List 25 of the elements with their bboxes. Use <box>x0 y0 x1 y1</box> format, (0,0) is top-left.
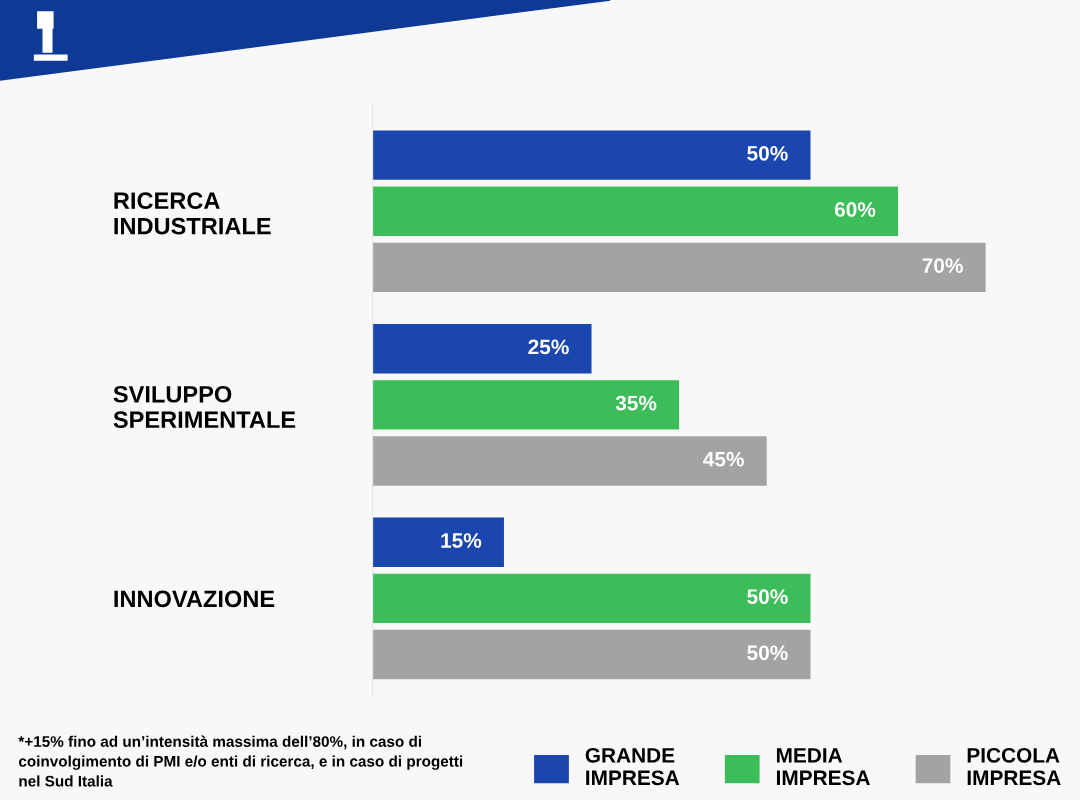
y-tick-label: RICERCA INDUSTRIALE <box>114 192 271 235</box>
bar <box>372 629 811 680</box>
data-label: 15% <box>441 533 482 548</box>
data-label: 60% <box>834 202 876 217</box>
bar <box>372 380 680 430</box>
text: *+15% fino ad un’intensità massima dell’80%, in caso di coinvolgimento di PMI e/o enti di ricerca, e in caso di progetti nel Sud Italia <box>18 735 463 787</box>
data-label: 45% <box>703 451 744 467</box>
data-label: 70% <box>922 258 963 273</box>
bar <box>372 436 767 486</box>
bar <box>372 573 811 624</box>
data-label: 50% <box>747 589 788 605</box>
bar <box>372 242 986 293</box>
y-tick-label: SVILUPPO SPERIMENTALE <box>113 385 296 429</box>
legend-label: GRANDE IMPRESA <box>585 747 680 786</box>
legend-label: MEDIA IMPRESA <box>776 748 870 786</box>
y-tick-label: INNOVAZIONE <box>114 590 275 608</box>
legend-label: PICCOLA IMPRESA <box>967 747 1061 786</box>
bar <box>372 324 592 374</box>
data-label: 50% <box>747 145 788 161</box>
bar <box>372 186 899 236</box>
data-label: 25% <box>528 339 569 355</box>
bar <box>372 517 504 567</box>
bar <box>372 130 811 180</box>
data-label: 35% <box>615 395 657 411</box>
data-label: 50% <box>747 645 788 661</box>
